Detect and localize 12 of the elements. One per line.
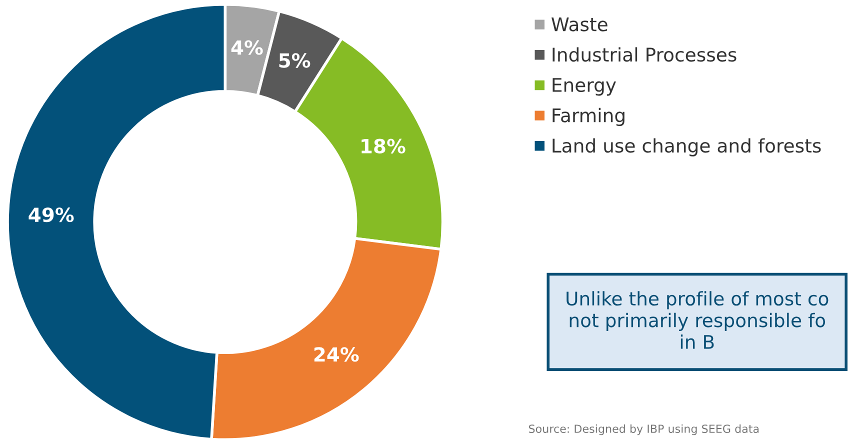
legend-label: Farming — [552, 108, 624, 126]
source-note: Source: Designed by IBP using SEEG data — [528, 424, 759, 436]
data-label: 24% — [314, 347, 359, 362]
legend-label: Waste — [552, 17, 608, 32]
text: Unlike the profile of most co not primarily responsible fo in B — [566, 291, 828, 349]
data-label: 5% — [279, 53, 310, 68]
legend-label: Energy — [552, 78, 616, 96]
data-label: 4% — [231, 40, 263, 55]
data-label: 18% — [362, 138, 406, 154]
legend-label: Land use change and forests — [552, 138, 821, 156]
data-label: 49% — [28, 207, 74, 222]
legend-label: Industrial Processes — [552, 47, 736, 62]
